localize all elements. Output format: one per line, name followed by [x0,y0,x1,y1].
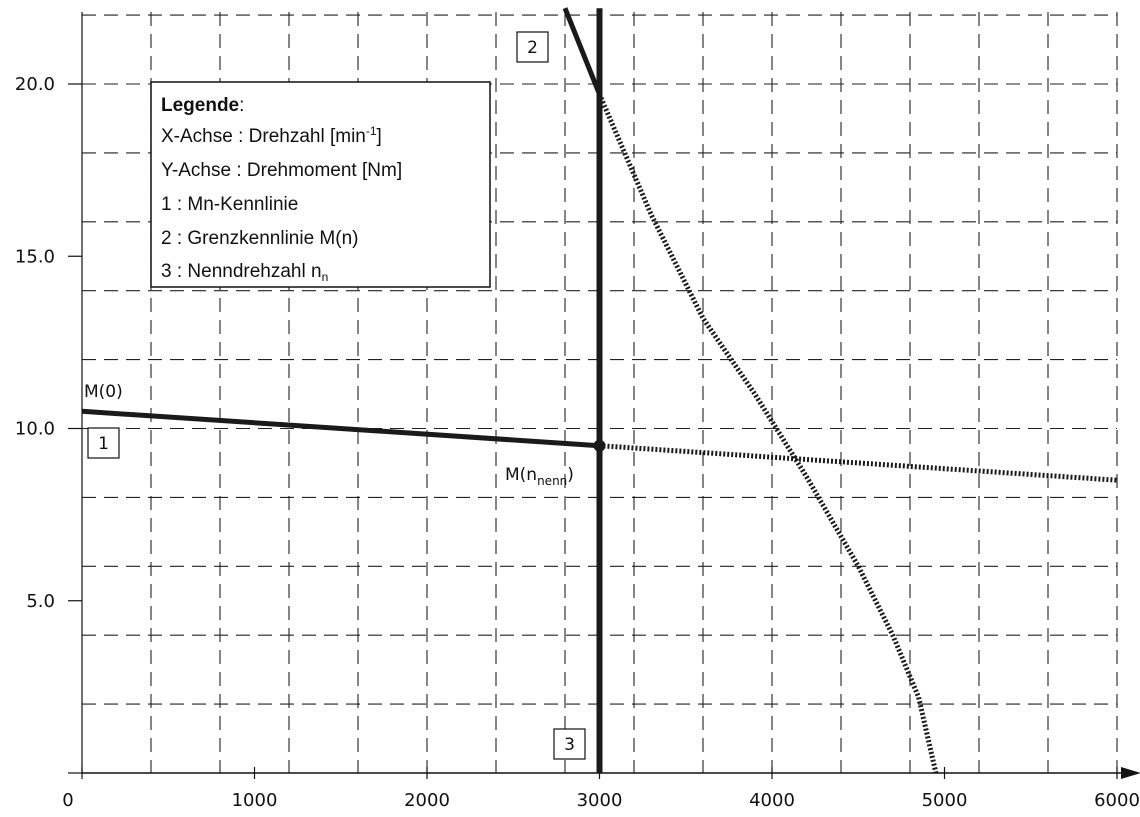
x-tick-label: 1000 [232,790,278,811]
series-label-3: 3 [553,728,586,760]
legend-x-axis-sup: -1 [366,124,377,138]
x-tick-label: 4000 [749,790,795,811]
annotation-m-nenn-sub: nenn [537,474,567,488]
series-label-2-text: 2 [527,38,538,58]
annotation-m-nenn-main: M(n [505,465,537,485]
x-tick-label: 0 [62,790,73,811]
legend-item-3-text: 3 : Nenndrehzahl n [161,261,322,282]
series-label-3-text: 3 [564,735,575,755]
series-1-ext-line [599,443,1118,483]
legend-x-axis-close: ] [377,126,382,147]
y-tick-label: 10.0 [15,419,55,440]
y-tick-labels: 5.0 10.0 15.0 20.0 [15,74,55,612]
series-2-line [562,7,602,96]
rated-point-marker [593,439,606,452]
series-2-ext-line [597,93,939,774]
legend: Legende: X-Achse : Drehzahl [min-1] Y-Ac… [150,81,491,288]
legend-title-line: Legende: [161,95,244,116]
annotation-m-nenn: M(nnenn) [505,465,574,488]
x-tick-label: 2000 [404,790,450,811]
y-tick-label: 15.0 [15,246,55,267]
legend-item-1: 1 : Mn-Kennlinie [161,194,298,215]
x-tick-label: 6000 [1094,790,1140,811]
legend-item-3-sub: n [322,270,329,284]
series-lines [81,7,1118,774]
legend-title: Legende [161,95,239,116]
series-label-1-text: 1 [98,434,109,454]
legend-x-axis-text: X-Achse : Drehzahl [min [161,126,366,147]
annotation-m-nenn-close: ) [567,465,574,485]
axes [68,12,1140,779]
x-tick-label: 3000 [577,790,623,811]
legend-x-axis: X-Achse : Drehzahl [min-1] [161,124,382,147]
y-tick-label: 5.0 [26,591,55,612]
legend-y-axis: Y-Achse : Drehmoment [Nm] [161,160,402,181]
legend-title-suffix: : [239,95,244,116]
legend-box [150,81,491,288]
x-tick-label: 5000 [922,790,968,811]
y-tick-label: 20.0 [15,74,55,95]
x-axis-arrow [1121,767,1140,779]
legend-item-3: 3 : Nenndrehzahl nn [161,261,328,284]
annotation-m0: M(0) [84,382,123,402]
x-tick-labels: 0 1000 2000 3000 4000 5000 6000 [62,790,1140,811]
series-label-1: 1 [87,427,120,459]
series-label-2: 2 [516,31,549,63]
series-1-line [81,408,600,449]
legend-item-2: 2 : Grenzkennlinie M(n) [161,228,358,249]
